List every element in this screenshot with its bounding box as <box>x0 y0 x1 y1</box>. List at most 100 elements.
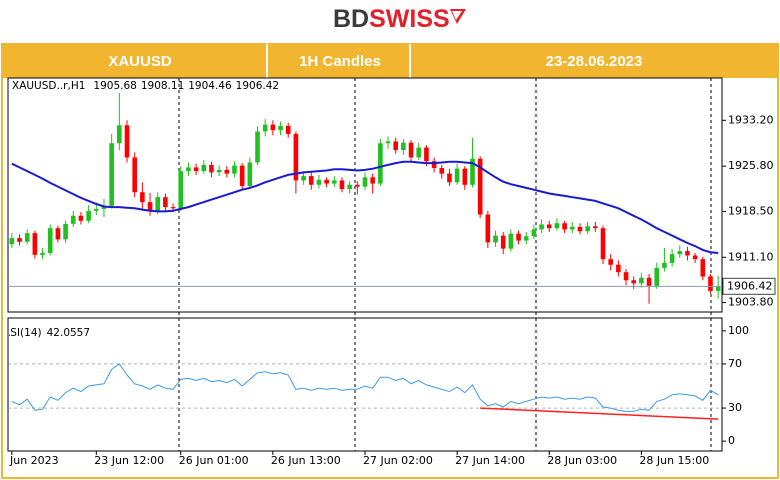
y-tick-label: 1911.10 <box>728 250 774 263</box>
timeframe: 1H Candles <box>299 53 381 70</box>
candle-body <box>9 238 15 245</box>
candle-body <box>124 125 130 158</box>
candle-body <box>401 142 406 151</box>
candle-body <box>516 233 521 241</box>
chart-info: XAUUSD..r,H1 1905.68 1908.11 1904.46 1906.42 <box>12 80 279 92</box>
y-tick-label: 30 <box>728 401 742 414</box>
candle-body <box>523 236 529 241</box>
banner <box>2 44 778 78</box>
candle-body <box>715 286 721 291</box>
x-tick-label: 23 Jun 12:00 <box>94 454 164 467</box>
y-tick-label: 70 <box>728 357 742 370</box>
candle-body <box>285 125 291 134</box>
x-tick-label: 28 Jun 03:00 <box>547 454 617 467</box>
candle-body <box>462 168 468 185</box>
candle-body <box>47 228 53 253</box>
moving-average <box>11 160 719 254</box>
candle-body <box>577 226 583 232</box>
candle-body <box>216 169 222 173</box>
candle-body <box>55 228 61 240</box>
x-tick-label: 26 Jun 13:00 <box>271 454 341 467</box>
candle-body <box>585 226 590 232</box>
candle-body <box>685 251 690 256</box>
main-panel <box>7 77 723 313</box>
candle-body <box>147 202 153 212</box>
candle-body <box>93 208 99 211</box>
candle-body <box>186 167 191 172</box>
candle-body <box>378 143 383 184</box>
candle-body <box>170 207 176 209</box>
candle-body <box>193 167 199 172</box>
candle-body <box>293 133 299 181</box>
candle-body <box>40 252 45 255</box>
candle-body <box>692 255 698 260</box>
main-plot <box>8 93 722 304</box>
candle-body <box>546 224 552 229</box>
x-tick-label: 27 Jun 14:00 <box>455 454 525 467</box>
candle-body <box>232 165 237 174</box>
logo-part: BD <box>333 5 369 33</box>
rsi-line <box>11 363 719 412</box>
y-tick-label: 1918.50 <box>728 204 774 217</box>
candle-body <box>301 176 306 181</box>
y-tick-label: 1925.80 <box>728 159 774 172</box>
rsi-title: RSI(14) <box>3 327 42 339</box>
x-tick-label: 27 Jun 02:00 <box>363 454 433 467</box>
rsi-info: RSI(14) 42.0557 <box>3 327 90 339</box>
candle-body <box>24 233 30 242</box>
y-tick-label: 0 <box>728 434 735 447</box>
candle-body <box>639 277 644 284</box>
candle-body <box>447 173 452 183</box>
candle-body <box>270 124 276 131</box>
candle-body <box>347 184 352 190</box>
current-price-label: 1906.42 <box>727 279 773 292</box>
candle-body <box>562 223 567 230</box>
candle-body <box>70 215 76 224</box>
candle-body <box>86 210 91 221</box>
x-tick-label: 28 Jun 15:00 <box>639 454 709 467</box>
candle-body <box>508 233 514 249</box>
candle-body <box>63 223 68 240</box>
x-tick-label: Jun 2023 <box>9 454 59 467</box>
logo-arrow-inner <box>452 11 462 20</box>
candle-body <box>247 162 253 187</box>
candle-body <box>408 142 414 158</box>
candle-body <box>370 177 375 184</box>
candle-body <box>439 168 445 174</box>
rsi-panel <box>7 317 723 452</box>
candle-body <box>431 161 437 169</box>
candle-body <box>477 158 483 215</box>
date-range: 23-28.06.2023 <box>546 53 643 70</box>
candle-body <box>262 124 268 132</box>
candle-body <box>339 180 345 190</box>
candle-body <box>700 259 706 277</box>
y-tick-label: 1903.80 <box>728 296 774 309</box>
y-tick-label: 100 <box>728 324 749 337</box>
candle-body <box>631 280 637 284</box>
candle-body <box>623 272 629 281</box>
candle-body <box>500 235 506 249</box>
logo-part: SWISS <box>369 5 450 33</box>
candle-body <box>109 143 114 206</box>
candle-body <box>209 164 214 173</box>
logo: BDSWISS <box>333 5 450 33</box>
candle-body <box>470 158 475 185</box>
last-open: 1905.68 <box>93 80 136 92</box>
candle-body <box>531 229 537 237</box>
candle-body <box>393 141 399 151</box>
candle-body <box>708 276 713 291</box>
day-separators <box>178 78 712 451</box>
rsi-info-clip: RSI(14) 42.0557 <box>3 327 90 339</box>
candle-body <box>132 157 137 193</box>
candle-body <box>454 168 460 183</box>
candle-body <box>331 180 337 184</box>
candle-body <box>654 267 660 286</box>
candle-body <box>600 228 606 260</box>
candle-body <box>316 179 322 185</box>
candle-body <box>178 171 184 209</box>
candle-body <box>646 277 652 286</box>
candle-body <box>224 169 230 174</box>
candle-body <box>616 264 621 273</box>
last-close: 1906.42 <box>236 80 279 92</box>
candle-body <box>324 179 329 184</box>
